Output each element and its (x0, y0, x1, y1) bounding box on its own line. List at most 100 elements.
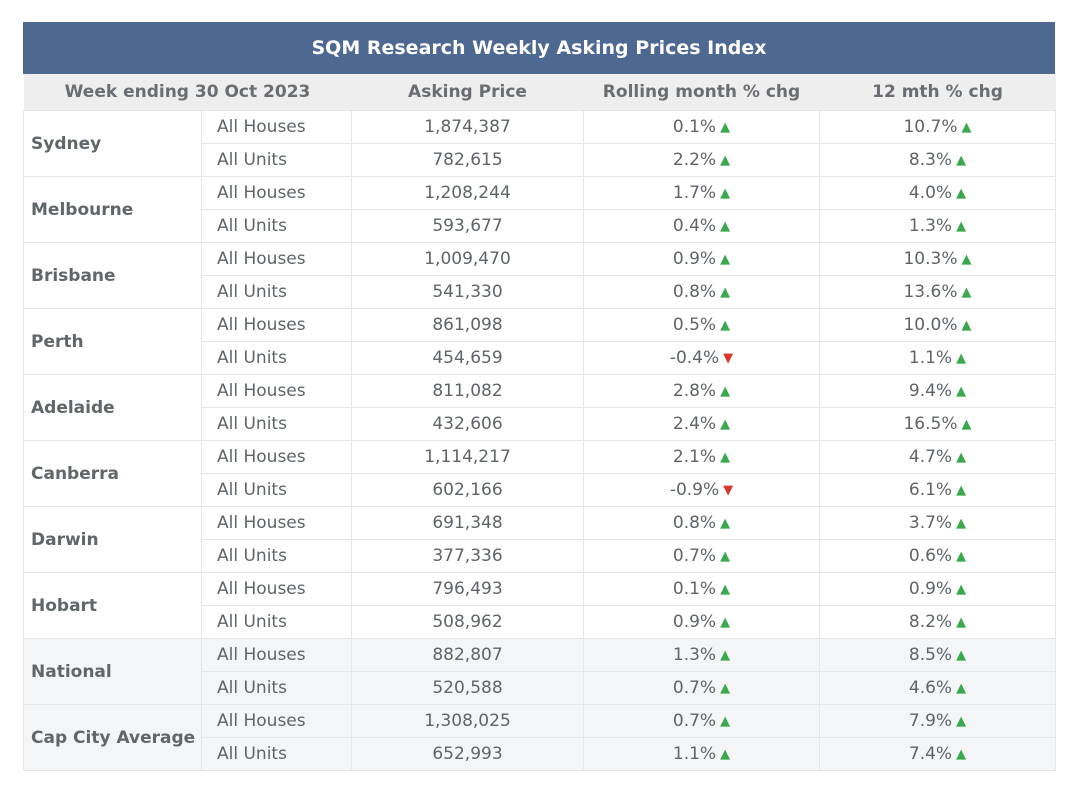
twelve-month-change: 16.5% ▲ (819, 407, 1056, 441)
property-type: All Houses (201, 440, 352, 474)
asking-price: 861,098 (351, 308, 584, 342)
rolling-month-change: 2.8% ▲ (583, 374, 820, 408)
up-arrow-icon: ▲ (956, 219, 967, 234)
property-type: All Houses (201, 242, 352, 276)
rolling-month-change-value: 2.8% (672, 381, 717, 401)
twelve-month-change: 13.6% ▲ (819, 275, 1056, 309)
table-row: Canberra All Houses 1,114,217 2.1% ▲ 4.7% ▲ (23, 440, 1056, 507)
twelve-month-change: 8.2% ▲ (819, 605, 1056, 639)
twelve-month-change-value: 1.3% (908, 216, 953, 236)
city-name: Adelaide (23, 374, 202, 441)
asking-price: 454,659 (351, 341, 584, 375)
rolling-month-change-value: 2.2% (672, 150, 717, 170)
up-arrow-icon: ▲ (720, 384, 731, 399)
up-arrow-icon: ▲ (961, 417, 972, 432)
rolling-month-change: 1.7% ▲ (583, 176, 820, 210)
property-type: All Units (201, 473, 352, 507)
twelve-month-change-value: 8.2% (908, 612, 953, 632)
twelve-month-change-value: 7.4% (908, 744, 953, 764)
table-row: Cap City Average All Houses 1,308,025 0.7% ▲… (23, 704, 1056, 771)
twelve-month-change: 1.3% ▲ (819, 209, 1056, 243)
rolling-month-change: 0.8% ▲ (583, 275, 820, 309)
twelve-month-change-value: 6.1% (908, 480, 953, 500)
rolling-month-change: 0.4% ▲ (583, 209, 820, 243)
up-arrow-icon: ▲ (956, 516, 967, 531)
asking-price: 1,114,217 (351, 440, 584, 474)
up-arrow-icon: ▲ (956, 615, 967, 630)
twelve-month-change: 4.7% ▲ (819, 440, 1056, 474)
table-row: Brisbane All Houses 1,009,470 0.9% ▲ 10.3% ▲ (23, 242, 1056, 309)
table-row: All Units 602,166 -0.9% ▼ 6.1% ▲ (24, 473, 1056, 507)
property-type: All Houses (201, 506, 352, 540)
up-arrow-icon: ▲ (956, 186, 967, 201)
rolling-month-change-value: 0.7% (672, 711, 717, 731)
header-week: Week ending 30 Oct 2023 (23, 74, 352, 111)
up-arrow-icon: ▲ (956, 648, 967, 663)
asking-price: 432,606 (351, 407, 584, 441)
city-name: Darwin (23, 506, 202, 573)
table-row: All Units 593,677 0.4% ▲ 1.3% ▲ (24, 209, 1056, 243)
table-row: Melbourne All Houses 1,208,244 1.7% ▲ 4.0% ▲ (23, 176, 1056, 243)
up-arrow-icon: ▲ (720, 186, 731, 201)
twelve-month-change: 1.1% ▲ (819, 341, 1056, 375)
asking-price: 541,330 (351, 275, 584, 309)
up-arrow-icon: ▲ (720, 714, 731, 729)
twelve-month-change-value: 8.5% (908, 645, 953, 665)
property-type: All Units (201, 341, 352, 375)
twelve-month-change: 4.6% ▲ (819, 671, 1056, 705)
city-name: Cap City Average (23, 704, 202, 771)
up-arrow-icon: ▲ (720, 516, 731, 531)
rolling-month-change: 0.7% ▲ (583, 671, 820, 705)
asking-price: 377,336 (351, 539, 584, 573)
up-arrow-icon: ▲ (720, 582, 731, 597)
twelve-month-change-value: 4.7% (908, 447, 953, 467)
property-type: All Units (201, 275, 352, 309)
property-type: All Houses (201, 308, 352, 342)
header-asking-price: Asking Price (351, 74, 584, 111)
rolling-month-change: 0.9% ▲ (583, 242, 820, 276)
asking-prices-table-container: SQM Research Weekly Asking Prices Index … (23, 22, 1056, 771)
up-arrow-icon: ▲ (720, 153, 731, 168)
up-arrow-icon: ▲ (956, 582, 967, 597)
property-type: All Units (201, 407, 352, 441)
rolling-month-change: 0.8% ▲ (583, 506, 820, 540)
up-arrow-icon: ▲ (720, 681, 731, 696)
twelve-month-change-value: 9.4% (908, 381, 953, 401)
property-type: All Houses (201, 110, 352, 144)
property-type: All Units (201, 143, 352, 177)
rolling-month-change: 0.9% ▲ (583, 605, 820, 639)
rolling-month-change: -0.4% ▼ (583, 341, 820, 375)
twelve-month-change-value: 0.9% (908, 579, 953, 599)
twelve-month-change-value: 1.1% (908, 348, 953, 368)
up-arrow-icon: ▲ (720, 318, 731, 333)
up-arrow-icon: ▲ (956, 153, 967, 168)
property-type: All Houses (201, 572, 352, 606)
twelve-month-change-value: 0.6% (908, 546, 953, 566)
city-name: Brisbane (23, 242, 202, 309)
rolling-month-change-value: 0.8% (672, 282, 717, 302)
twelve-month-change-value: 4.0% (908, 183, 953, 203)
down-arrow-icon: ▼ (723, 351, 734, 366)
twelve-month-change-value: 10.0% (903, 315, 958, 335)
table-title: SQM Research Weekly Asking Prices Index (23, 22, 1055, 74)
up-arrow-icon: ▲ (720, 285, 731, 300)
asking-price: 1,208,244 (351, 176, 584, 210)
table-row: All Units 520,588 0.7% ▲ 4.6% ▲ (24, 671, 1056, 705)
city-name: Hobart (23, 572, 202, 639)
table-row: All Units 508,962 0.9% ▲ 8.2% ▲ (24, 605, 1056, 639)
city-name: Melbourne (23, 176, 202, 243)
rolling-month-change: 2.2% ▲ (583, 143, 820, 177)
up-arrow-icon: ▲ (720, 219, 731, 234)
rolling-month-change-value: 0.5% (672, 315, 717, 335)
up-arrow-icon: ▲ (961, 120, 972, 135)
up-arrow-icon: ▲ (956, 681, 967, 696)
asking-price: 1,874,387 (351, 110, 584, 144)
table-row: All Units 782,615 2.2% ▲ 8.3% ▲ (24, 143, 1056, 177)
header-row: Week ending 30 Oct 2023 Asking Price Rol… (23, 74, 1056, 111)
twelve-month-change: 0.6% ▲ (819, 539, 1056, 573)
table-row: All Units 454,659 -0.4% ▼ 1.1% ▲ (24, 341, 1056, 375)
asking-price: 520,588 (351, 671, 584, 705)
property-type: All Houses (201, 704, 352, 738)
up-arrow-icon: ▲ (961, 318, 972, 333)
up-arrow-icon: ▲ (956, 549, 967, 564)
